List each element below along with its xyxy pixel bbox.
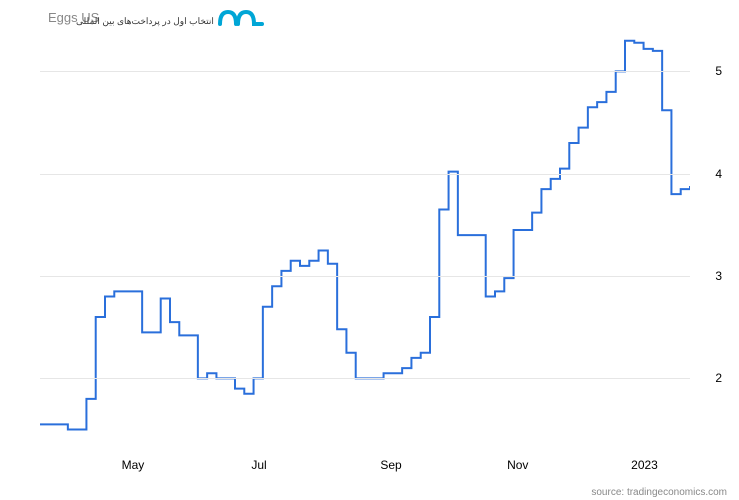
y-axis-label: 2 [715,371,722,385]
source-attribution: source: tradingeconomics.com [591,487,727,498]
y-axis-label: 5 [715,64,722,78]
plot-area: 2345MayJulSepNov2023 [40,10,690,450]
y-axis-label: 3 [715,269,722,283]
price-line-chart [40,10,690,450]
gridline [40,276,690,277]
gridline [40,71,690,72]
x-axis-label: 2023 [631,458,658,472]
x-axis-label: May [122,458,145,472]
gridline [40,174,690,175]
gridline [40,378,690,379]
x-axis-label: Jul [251,458,266,472]
chart-container: 2 3 4 5 May Jul Sep Nov 2023 [40,10,730,485]
y-axis-label: 4 [715,167,722,181]
x-axis-label: Sep [380,458,401,472]
x-axis-label: Nov [507,458,528,472]
